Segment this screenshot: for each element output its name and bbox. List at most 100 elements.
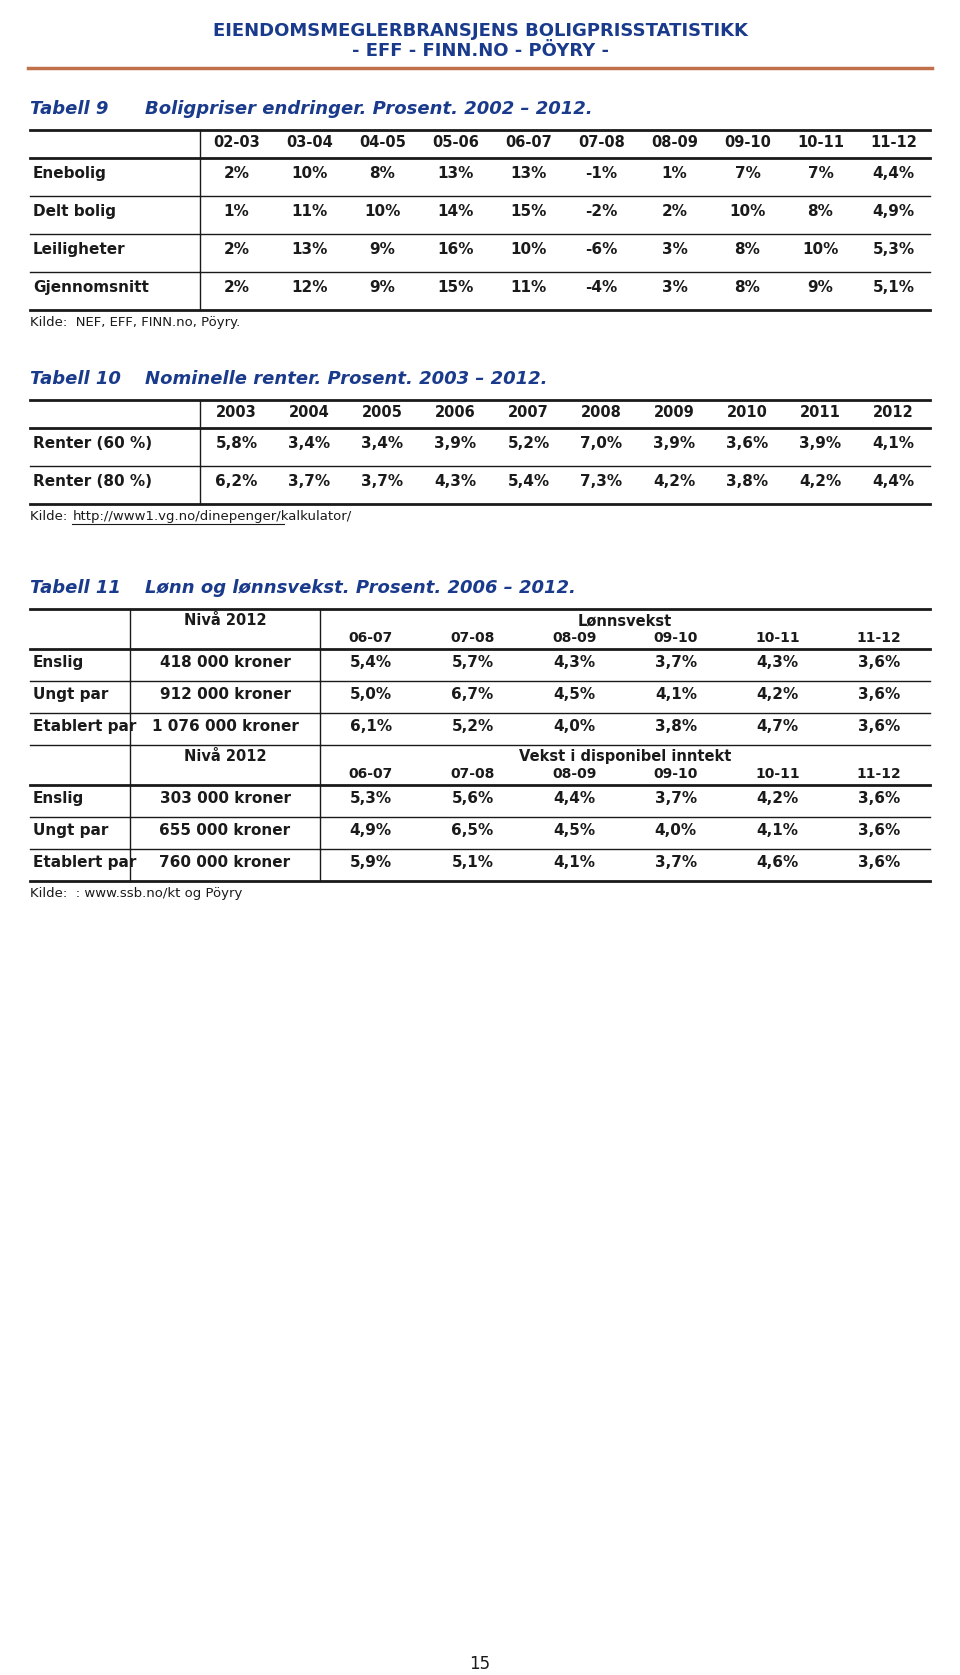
Text: 1%: 1%: [661, 166, 687, 181]
Text: 10%: 10%: [364, 204, 400, 219]
Text: 5,6%: 5,6%: [451, 791, 493, 806]
Text: 5,2%: 5,2%: [451, 719, 493, 734]
Text: 760 000 kroner: 760 000 kroner: [159, 854, 291, 869]
Text: 4,7%: 4,7%: [756, 719, 799, 734]
Text: 07-08: 07-08: [578, 136, 625, 151]
Text: Vekst i disponibel inntekt: Vekst i disponibel inntekt: [518, 749, 732, 764]
Text: 2%: 2%: [224, 241, 250, 256]
Text: 8%: 8%: [734, 280, 760, 295]
Text: -2%: -2%: [586, 204, 617, 219]
Text: 3,9%: 3,9%: [654, 436, 696, 451]
Text: 4,0%: 4,0%: [553, 719, 595, 734]
Text: Enslig: Enslig: [33, 655, 84, 670]
Text: 5,1%: 5,1%: [873, 280, 915, 295]
Text: 655 000 kroner: 655 000 kroner: [159, 822, 291, 838]
Text: 15%: 15%: [438, 280, 473, 295]
Text: 05-06: 05-06: [432, 136, 479, 151]
Text: 3,9%: 3,9%: [435, 436, 476, 451]
Text: 4,2%: 4,2%: [756, 687, 799, 702]
Text: 06-07: 06-07: [348, 767, 393, 781]
Text: - EFF - FINN.NO - PÖYRY -: - EFF - FINN.NO - PÖYRY -: [351, 42, 609, 60]
Text: Ungt par: Ungt par: [33, 822, 108, 838]
Text: 4,4%: 4,4%: [873, 474, 915, 489]
Text: 4,1%: 4,1%: [756, 822, 799, 838]
Text: 13%: 13%: [438, 166, 473, 181]
Text: 4,4%: 4,4%: [873, 166, 915, 181]
Text: 3,4%: 3,4%: [361, 436, 403, 451]
Text: 10-11: 10-11: [756, 631, 800, 645]
Text: 4,2%: 4,2%: [756, 791, 799, 806]
Text: 5,3%: 5,3%: [349, 791, 392, 806]
Text: 2008: 2008: [581, 405, 622, 420]
Text: 6,7%: 6,7%: [451, 687, 493, 702]
Text: 4,2%: 4,2%: [654, 474, 696, 489]
Text: 08-09: 08-09: [552, 631, 596, 645]
Text: 10%: 10%: [291, 166, 327, 181]
Text: EIENDOMSMEGLERBRANSJENS BOLIGPRISSTATISTIKK: EIENDOMSMEGLERBRANSJENS BOLIGPRISSTATIST…: [212, 22, 748, 40]
Text: Renter (80 %): Renter (80 %): [33, 474, 152, 489]
Text: 2004: 2004: [289, 405, 330, 420]
Text: 09-10: 09-10: [654, 767, 698, 781]
Text: 4,2%: 4,2%: [800, 474, 842, 489]
Text: 7,0%: 7,0%: [581, 436, 623, 451]
Text: -1%: -1%: [586, 166, 617, 181]
Text: 4,4%: 4,4%: [553, 791, 595, 806]
Text: 15%: 15%: [511, 204, 546, 219]
Text: 4,9%: 4,9%: [873, 204, 915, 219]
Text: 07-08: 07-08: [450, 767, 494, 781]
Text: Tabell 10: Tabell 10: [30, 370, 121, 389]
Text: Nominelle renter. Prosent. 2003 – 2012.: Nominelle renter. Prosent. 2003 – 2012.: [145, 370, 547, 389]
Text: 9%: 9%: [807, 280, 833, 295]
Text: 2010: 2010: [727, 405, 768, 420]
Text: 3,7%: 3,7%: [361, 474, 403, 489]
Text: 2011: 2011: [800, 405, 841, 420]
Text: Enebolig: Enebolig: [33, 166, 107, 181]
Text: 11-12: 11-12: [856, 767, 901, 781]
Text: 11-12: 11-12: [856, 631, 901, 645]
Text: 2012: 2012: [874, 405, 914, 420]
Text: 3%: 3%: [661, 280, 687, 295]
Text: 2%: 2%: [661, 204, 687, 219]
Text: 11%: 11%: [511, 280, 546, 295]
Text: 3,6%: 3,6%: [727, 436, 769, 451]
Text: 4,0%: 4,0%: [655, 822, 697, 838]
Text: 10%: 10%: [803, 241, 839, 256]
Text: 3,6%: 3,6%: [858, 655, 900, 670]
Text: 06-07: 06-07: [505, 136, 552, 151]
Text: Nivå 2012: Nivå 2012: [183, 749, 266, 764]
Text: 3,7%: 3,7%: [288, 474, 330, 489]
Text: Etablert par: Etablert par: [33, 854, 136, 869]
Text: 6,1%: 6,1%: [349, 719, 392, 734]
Text: -6%: -6%: [586, 241, 617, 256]
Text: 3,7%: 3,7%: [655, 791, 697, 806]
Text: 4,3%: 4,3%: [435, 474, 476, 489]
Text: 5,3%: 5,3%: [873, 241, 915, 256]
Text: 3,7%: 3,7%: [655, 655, 697, 670]
Text: 4,5%: 4,5%: [553, 822, 595, 838]
Text: Lønn og lønnsvekst. Prosent. 2006 – 2012.: Lønn og lønnsvekst. Prosent. 2006 – 2012…: [145, 580, 576, 596]
Text: 14%: 14%: [438, 204, 473, 219]
Text: 3,7%: 3,7%: [655, 854, 697, 869]
Text: 3,9%: 3,9%: [800, 436, 842, 451]
Text: 15: 15: [469, 1655, 491, 1673]
Text: 4,3%: 4,3%: [553, 655, 595, 670]
Text: 9%: 9%: [370, 280, 396, 295]
Text: 13%: 13%: [511, 166, 546, 181]
Text: 5,1%: 5,1%: [451, 854, 493, 869]
Text: 3,6%: 3,6%: [858, 791, 900, 806]
Text: 3,8%: 3,8%: [727, 474, 769, 489]
Text: 4,9%: 4,9%: [349, 822, 392, 838]
Text: Nivå 2012: Nivå 2012: [183, 613, 266, 628]
Text: 7%: 7%: [807, 166, 833, 181]
Text: 3%: 3%: [661, 241, 687, 256]
Text: 13%: 13%: [291, 241, 327, 256]
Text: 08-09: 08-09: [651, 136, 698, 151]
Text: 6,5%: 6,5%: [451, 822, 493, 838]
Text: Gjennomsnitt: Gjennomsnitt: [33, 280, 149, 295]
Text: -4%: -4%: [586, 280, 617, 295]
Text: 2006: 2006: [435, 405, 476, 420]
Text: 4,5%: 4,5%: [553, 687, 595, 702]
Text: 12%: 12%: [291, 280, 327, 295]
Text: 08-09: 08-09: [552, 767, 596, 781]
Text: 5,9%: 5,9%: [349, 854, 392, 869]
